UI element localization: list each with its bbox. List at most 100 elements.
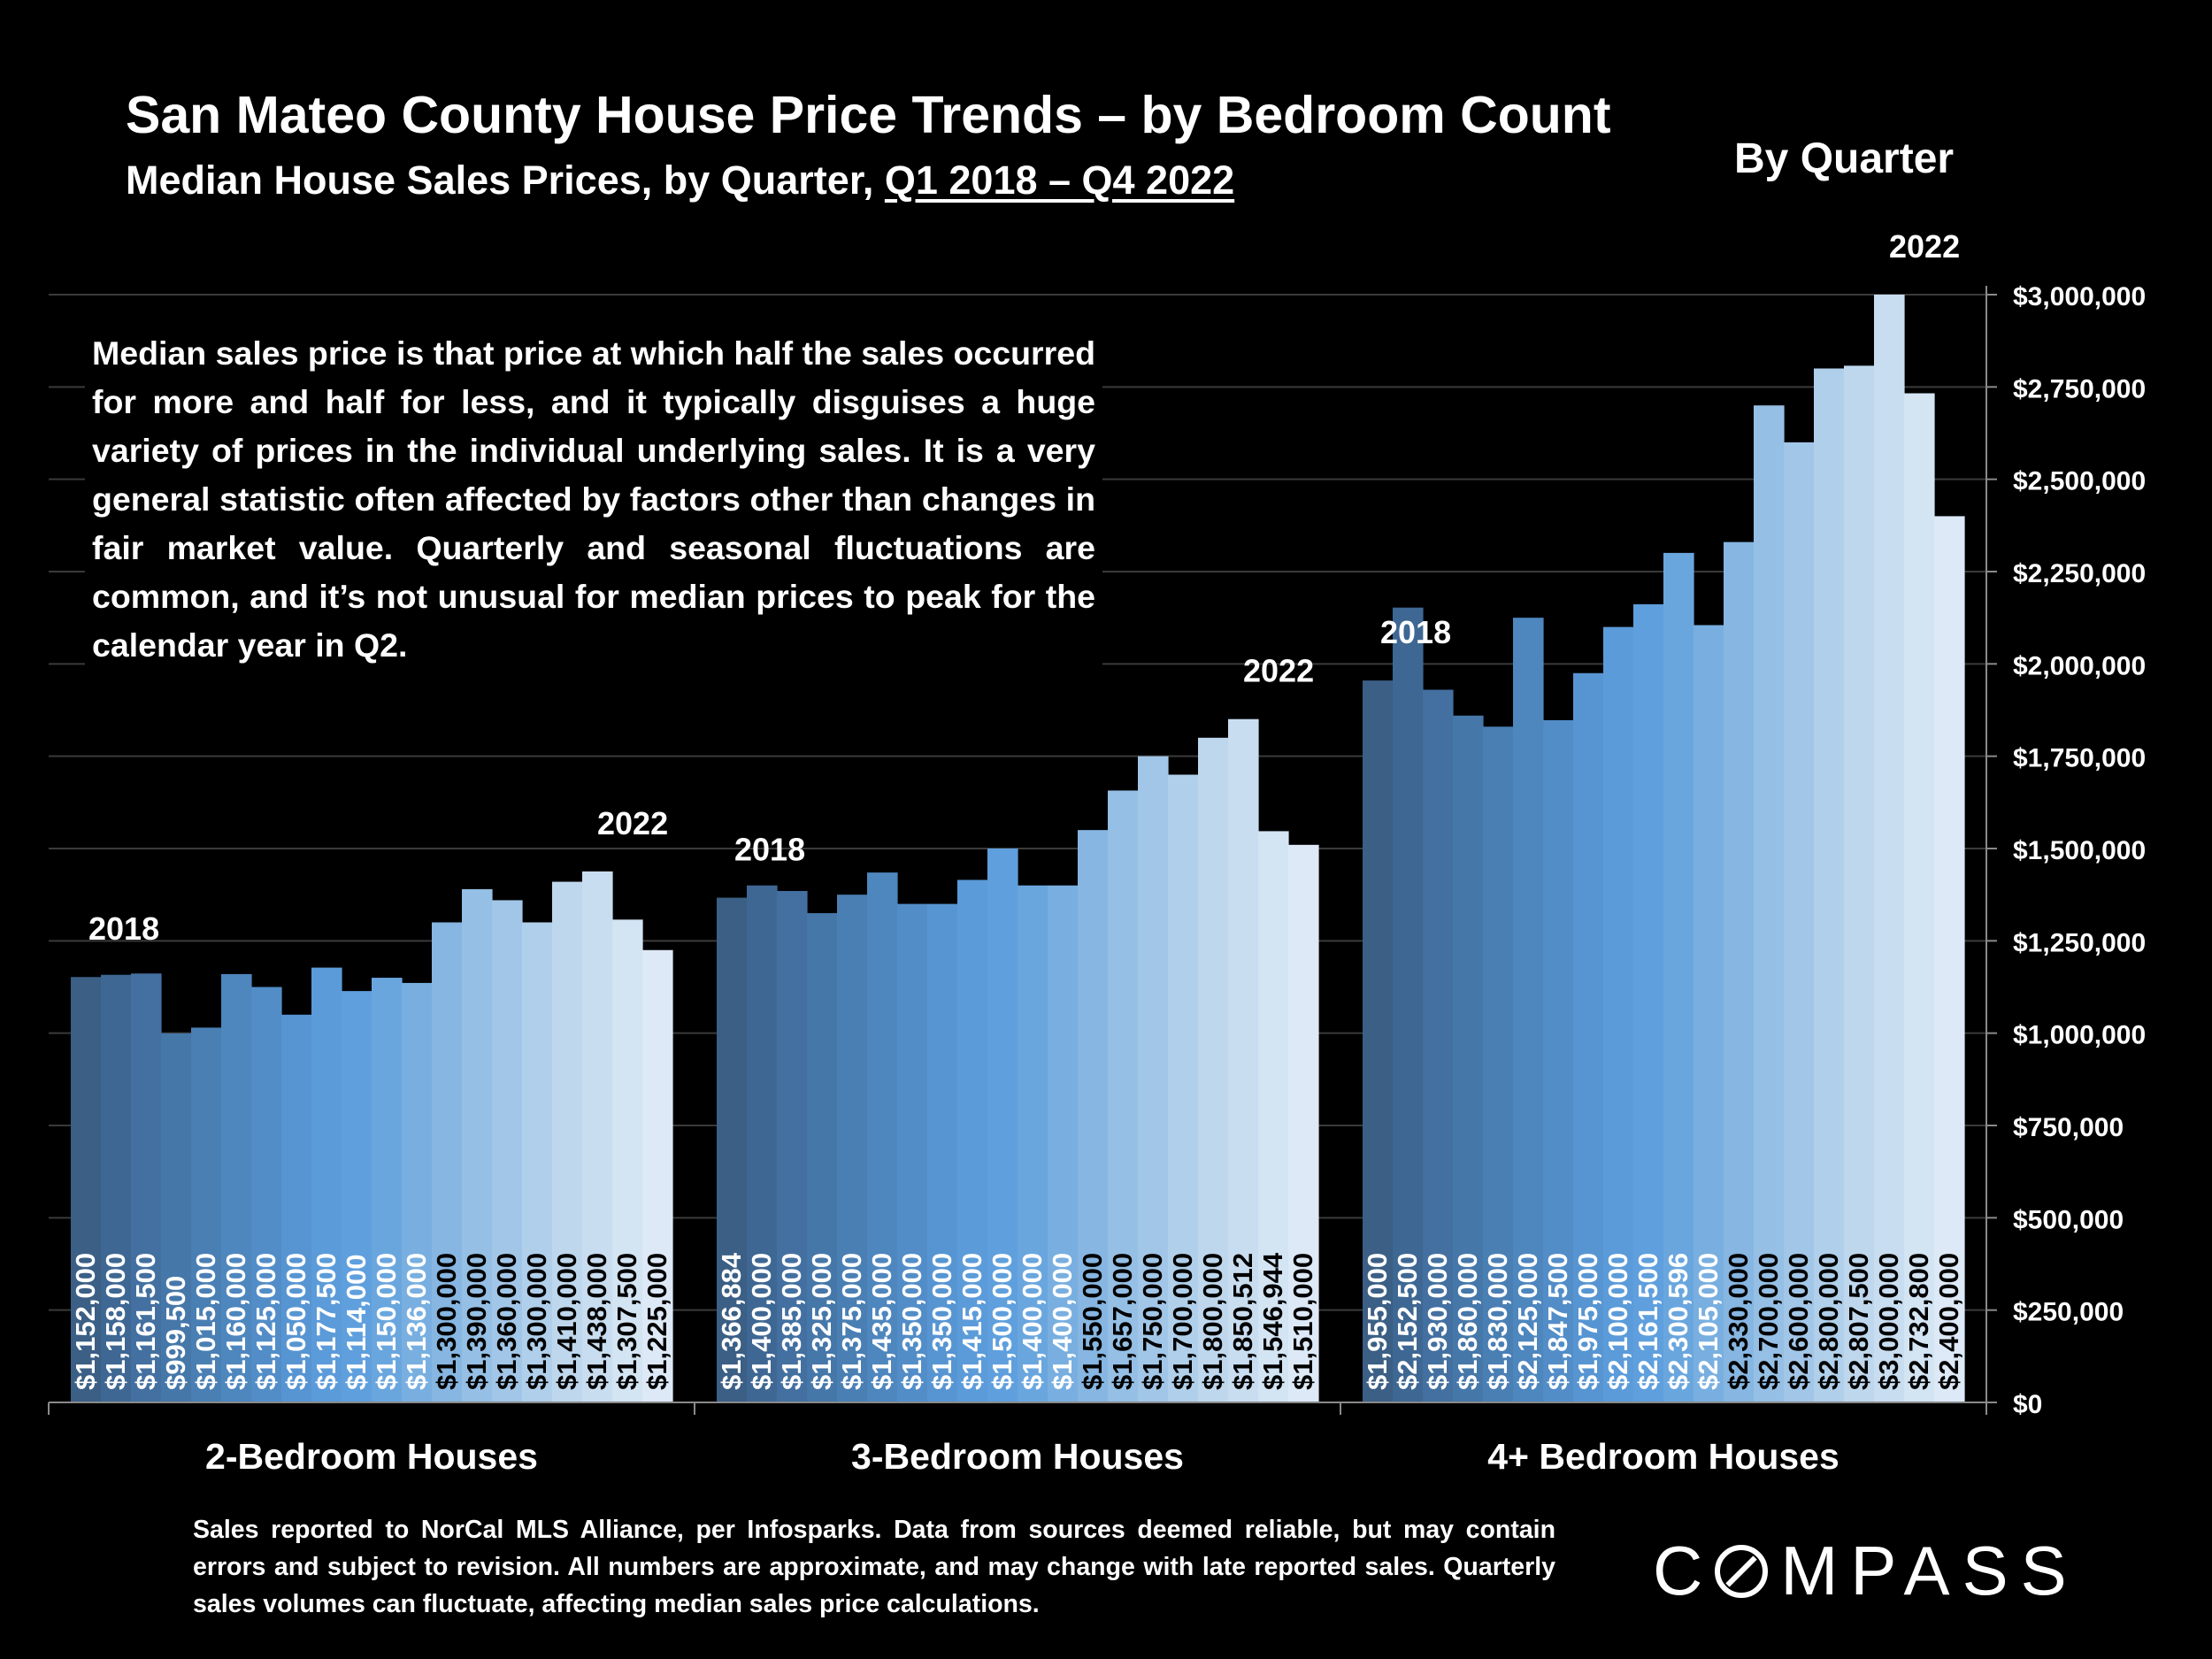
x-category-label: 4+ Bedroom Houses xyxy=(1487,1436,1839,1477)
bars: $1,152,000 $1,158,000 $1,161,500 $999,500 $1… xyxy=(70,228,1965,1403)
bar xyxy=(1078,830,1109,1402)
bar-value-label: $2,300,596 xyxy=(1663,1253,1694,1390)
bar xyxy=(1018,885,1048,1402)
x-category-label: 2-Bedroom Houses xyxy=(205,1436,538,1477)
bar-value-label: $1,850,512 xyxy=(1227,1253,1258,1390)
bar-value-label: $1,015,000 xyxy=(190,1253,221,1390)
bar-value-label: $2,105,000 xyxy=(1693,1253,1724,1390)
bar-value-label: $1,360,000 xyxy=(491,1253,522,1390)
bar xyxy=(1724,541,1755,1402)
y-tick-label: $2,000,000 xyxy=(2013,651,2146,680)
bar-value-label: $1,410,000 xyxy=(551,1253,582,1390)
x-category-label: 3-Bedroom Houses xyxy=(851,1436,1184,1477)
bar xyxy=(1258,831,1289,1402)
bar-value-label: $2,807,500 xyxy=(1843,1253,1874,1390)
y-tick-label: $1,500,000 xyxy=(2013,836,2146,865)
bar-value-label: $2,161,500 xyxy=(1632,1253,1663,1390)
bar-value-label: $1,325,000 xyxy=(806,1253,837,1390)
source-footnote: Sales reported to NorCal MLS Alliance, p… xyxy=(193,1516,1555,1618)
bar-value-label: $1,152,000 xyxy=(70,1253,101,1390)
bar-value-label: $2,600,000 xyxy=(1783,1253,1814,1390)
bar xyxy=(492,900,523,1402)
bar xyxy=(1934,516,1965,1402)
y-tick-label: $3,000,000 xyxy=(2013,282,2146,311)
bar xyxy=(432,922,463,1402)
bar xyxy=(462,888,493,1402)
bar-value-label: $2,100,000 xyxy=(1602,1253,1633,1390)
axes: $0 $250,000 $500,000 $750,000 $1,000,000 $1,2… xyxy=(48,282,2146,1477)
bar-value-label: $1,860,000 xyxy=(1452,1253,1483,1390)
bar xyxy=(101,974,132,1402)
bar xyxy=(1603,626,1634,1402)
bar xyxy=(747,885,778,1402)
subtitle-prefix: Median House Sales Prices, by Quarter, xyxy=(126,157,885,203)
bar xyxy=(522,922,553,1402)
bar xyxy=(161,1033,192,1402)
median-price-note: Median sales price is that price at whic… xyxy=(85,329,1102,670)
bar-value-label: $1,300,000 xyxy=(431,1253,462,1390)
bar xyxy=(1513,618,1544,1402)
bar xyxy=(552,881,583,1402)
bar xyxy=(221,973,252,1402)
y-tick-label: $2,500,000 xyxy=(2013,467,2146,496)
bar-value-label: $1,390,000 xyxy=(461,1253,492,1390)
bar-value-label: $1,435,000 xyxy=(866,1253,897,1390)
bar xyxy=(837,895,868,1402)
y-tick-label: $250,000 xyxy=(2013,1298,2124,1327)
bar xyxy=(1423,689,1454,1402)
bar-value-label: $1,930,000 xyxy=(1422,1253,1453,1390)
bar-value-label: $2,700,000 xyxy=(1753,1253,1784,1390)
bar xyxy=(131,973,162,1402)
bar xyxy=(1138,756,1169,1402)
chart-subtitle: Median House Sales Prices, by Quarter, Q… xyxy=(126,157,1234,204)
bar-value-label: $1,510,000 xyxy=(1287,1253,1318,1390)
by-quarter-label: By Quarter xyxy=(1734,135,1955,182)
bar xyxy=(987,849,1018,1402)
bar xyxy=(1543,719,1574,1402)
bar-value-label: $1,307,500 xyxy=(611,1253,642,1390)
chart-title: San Mateo County House Price Trends – by… xyxy=(126,86,1611,144)
bar xyxy=(867,872,898,1402)
bar xyxy=(372,978,403,1402)
bar-value-label: $1,800,000 xyxy=(1197,1253,1228,1390)
bar xyxy=(342,991,373,1402)
bar-value-label: $2,152,500 xyxy=(1392,1253,1423,1390)
bar-value-label: $3,000,000 xyxy=(1873,1253,1904,1390)
bar xyxy=(71,977,102,1402)
series-start-year-label: 2018 xyxy=(88,910,159,947)
bar xyxy=(612,919,643,1402)
bar xyxy=(897,903,928,1402)
bar xyxy=(807,913,838,1402)
bar-value-label: $2,732,800 xyxy=(1903,1253,1934,1390)
y-tick-label: $1,750,000 xyxy=(2013,744,2146,773)
y-tick-label: $1,000,000 xyxy=(2013,1021,2146,1050)
bar xyxy=(1844,365,1875,1402)
bar-value-label: $1,438,000 xyxy=(581,1253,612,1390)
bar xyxy=(717,897,748,1402)
bar-value-label: $1,225,000 xyxy=(641,1253,672,1390)
bar-value-label: $1,400,000 xyxy=(1047,1253,1078,1390)
bar xyxy=(927,903,958,1402)
bar-value-label: $1,125,000 xyxy=(250,1253,281,1390)
y-tick-label: $500,000 xyxy=(2013,1205,2124,1234)
bar-value-label: $1,136,000 xyxy=(401,1253,432,1390)
compass-o-icon xyxy=(1715,1545,1769,1598)
series-start-year-label: 2018 xyxy=(1380,614,1451,650)
bar xyxy=(1048,885,1079,1402)
bar-value-label: $1,546,944 xyxy=(1257,1252,1288,1390)
bar-value-label: $2,125,000 xyxy=(1512,1253,1543,1390)
bar-value-label: $1,955,000 xyxy=(1362,1253,1393,1390)
series-end-year-label: 2022 xyxy=(1889,228,1960,265)
bar-value-label: $1,375,000 xyxy=(836,1253,867,1390)
y-tick-label: $0 xyxy=(2013,1390,2042,1419)
bar-value-label: $1,350,000 xyxy=(896,1253,927,1390)
bar-value-label: $1,500,000 xyxy=(987,1253,1018,1390)
bar-value-label: $1,114,000 xyxy=(341,1255,372,1390)
bar xyxy=(1483,726,1514,1402)
bar xyxy=(1784,442,1815,1402)
bar xyxy=(1814,368,1845,1402)
bar xyxy=(1754,405,1785,1403)
bar xyxy=(777,890,808,1402)
series-end-year-label: 2022 xyxy=(1243,653,1314,689)
bar-value-label: $1,177,500 xyxy=(311,1253,342,1390)
